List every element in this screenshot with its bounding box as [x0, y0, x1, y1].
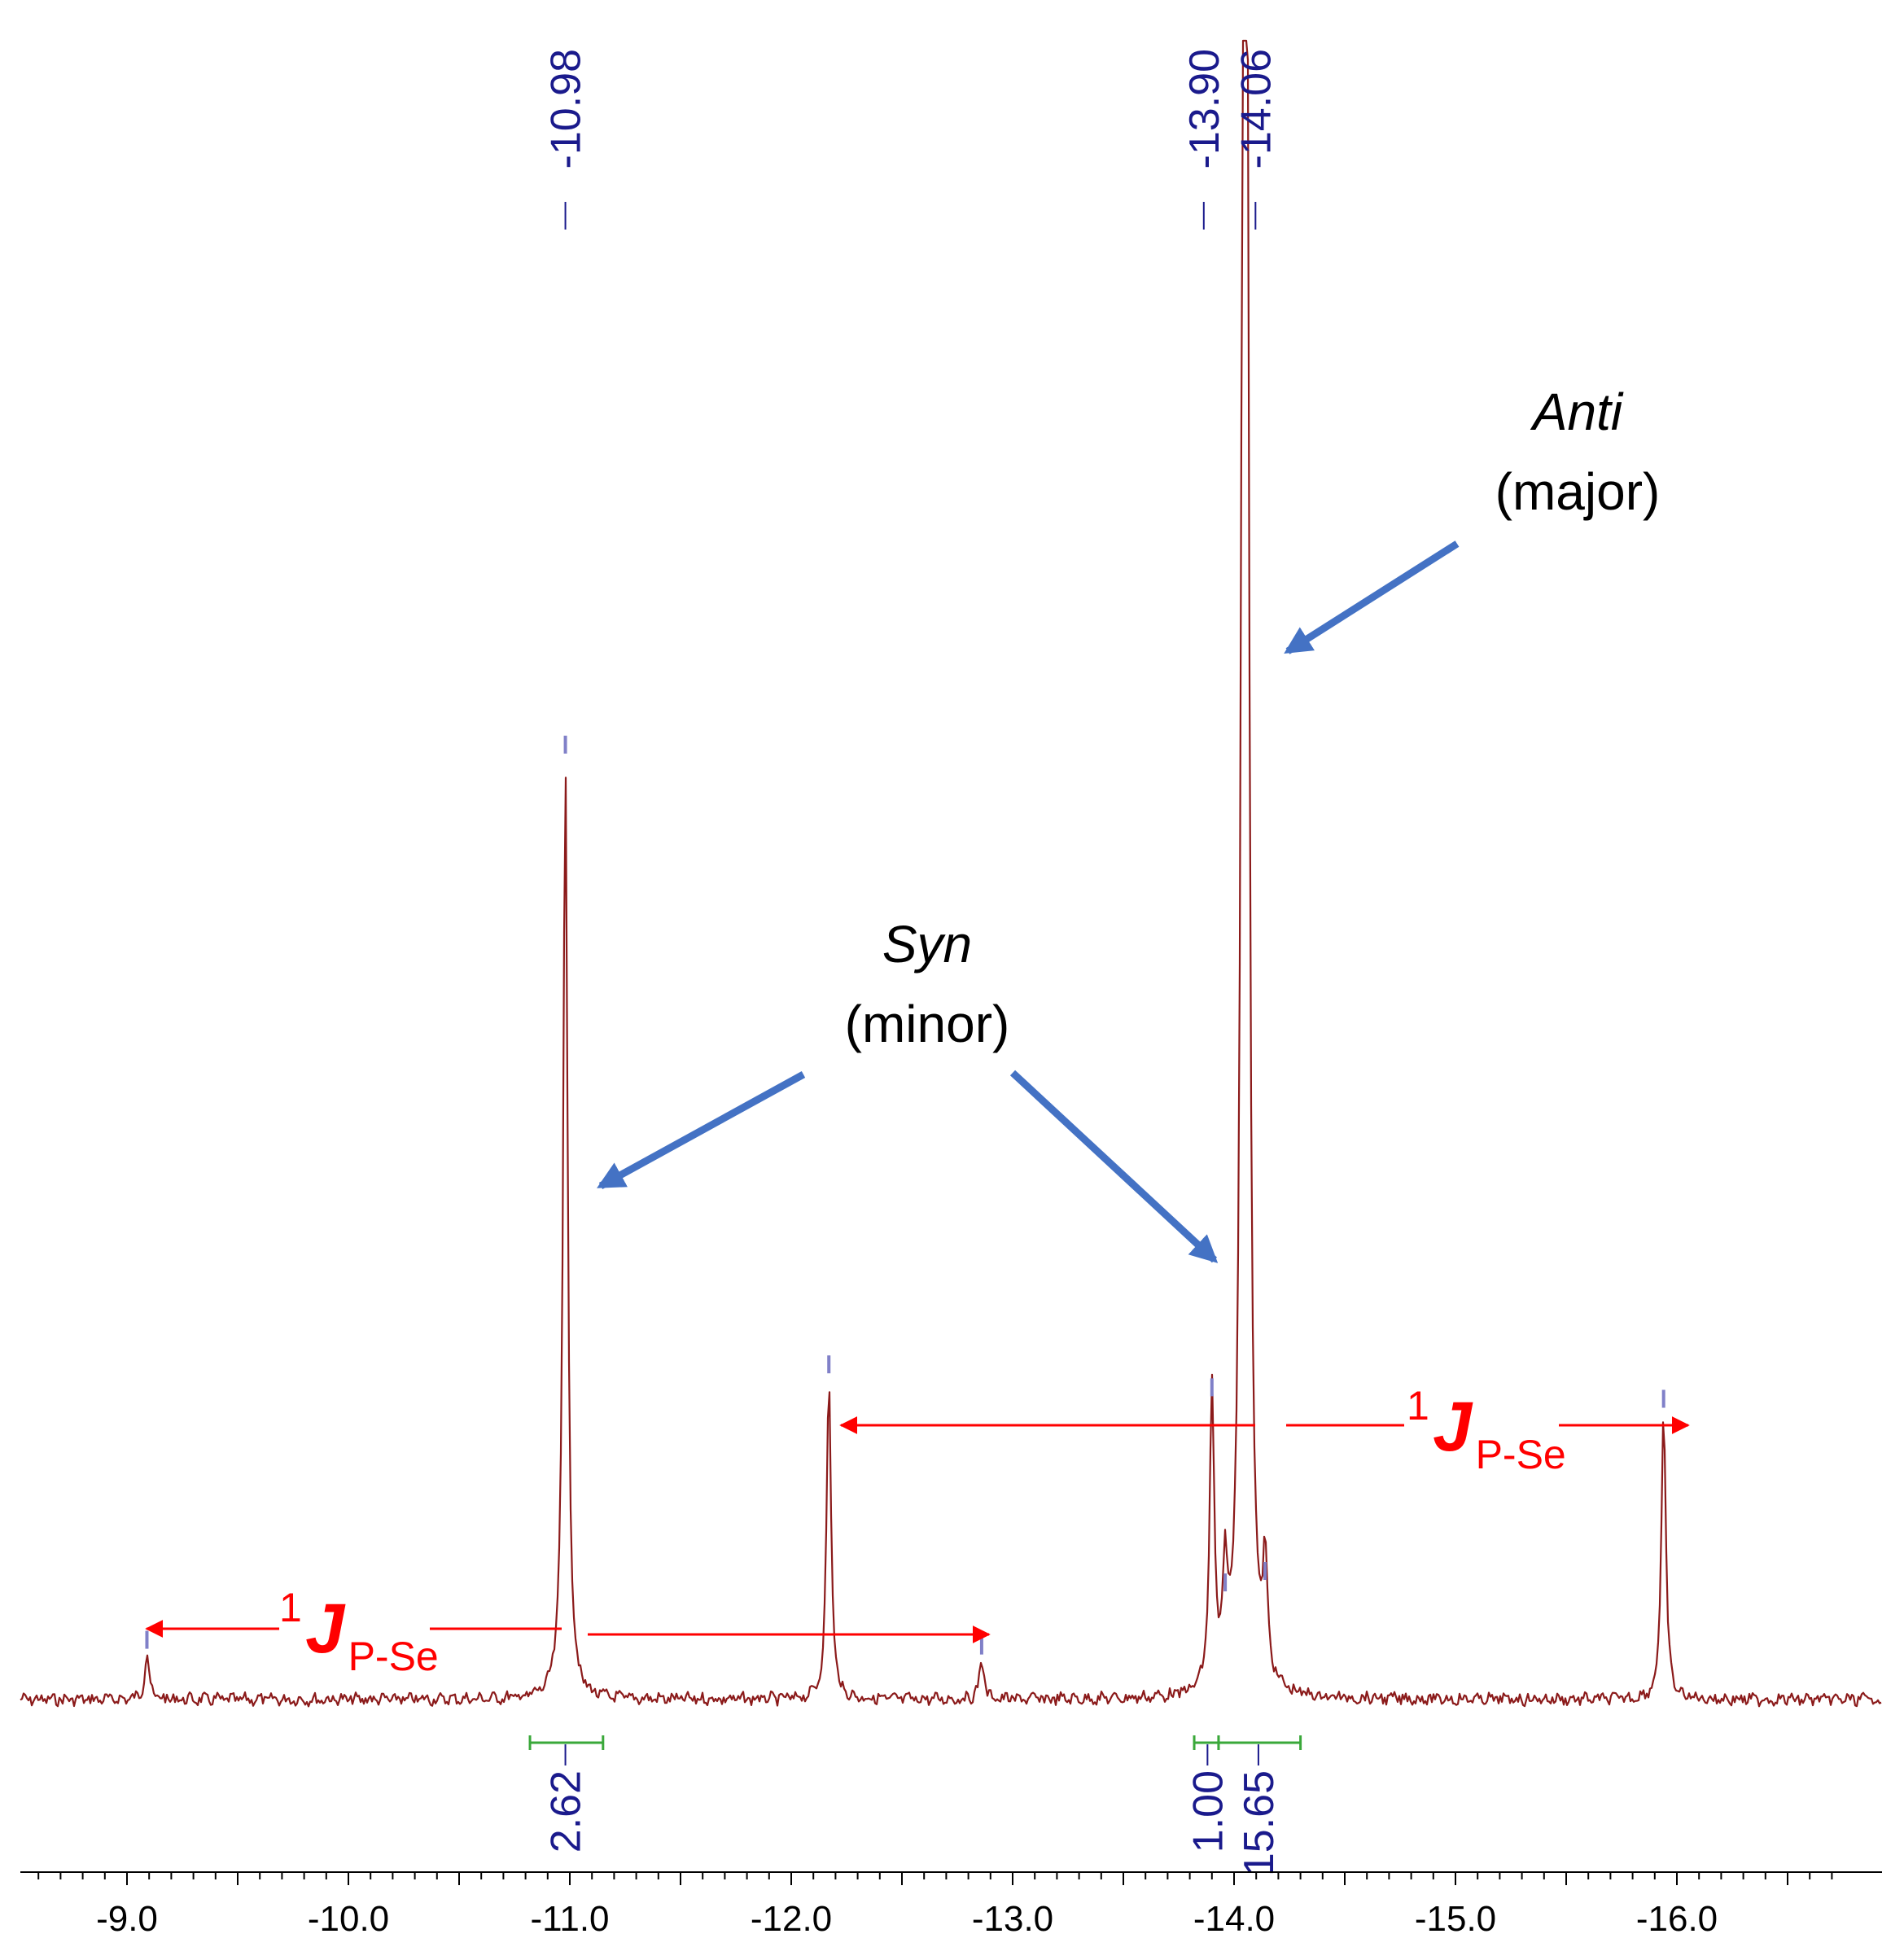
integral-value: 1.00 [1184, 1770, 1232, 1853]
syn-arrow-left [597, 1071, 806, 1189]
x-axis: -9.0 -10.0 -11.0 -12.0 -13.0 -14.0 -15.0 -16.0 [20, 1871, 1882, 1939]
coupling-syn-j: J [305, 1590, 346, 1668]
peak-label: -13.90 [1181, 49, 1228, 168]
coupling-anti-sup: 1 [1407, 1383, 1429, 1429]
integral-value: 15.65 [1236, 1770, 1283, 1876]
x-tick-label: -14.0 [1193, 1899, 1275, 1939]
peak-label: -14.06 [1232, 49, 1280, 168]
x-tick-label: -10.0 [308, 1899, 389, 1939]
integrals: 2.62 1.00 15.65 [528, 1735, 1302, 1876]
coupling-syn-sub: P-Se [348, 1634, 439, 1679]
x-tick-label: -12.0 [751, 1899, 832, 1939]
coupling-anti-label: 1 J P-Se [1407, 1383, 1566, 1477]
x-tick-label: -11.0 [530, 1899, 609, 1939]
integral-value: 2.62 [543, 1770, 590, 1853]
coupling-anti: 1 J P-Se [839, 1383, 1690, 1477]
syn-subtitle: (minor) [845, 995, 1010, 1053]
anti-title: Anti [1530, 383, 1624, 441]
syn-annotation: Syn (minor) [597, 915, 1219, 1263]
coupling-syn-sup: 1 [279, 1585, 302, 1630]
anti-annotation: Anti (major) [1284, 383, 1661, 654]
coupling-anti-j: J [1433, 1388, 1473, 1466]
coupling-syn: 1 J P-Se [145, 1585, 991, 1679]
x-tick-label: -9.0 [96, 1899, 158, 1939]
coupling-anti-sub: P-Se [1476, 1432, 1566, 1477]
syn-arrow-right [1009, 1070, 1219, 1263]
x-tick-label: -15.0 [1415, 1899, 1496, 1939]
spectrum-trace [20, 39, 1882, 1708]
x-tick-label: -16.0 [1636, 1899, 1718, 1939]
syn-title: Syn [882, 915, 972, 974]
peak-labels: -10.98 -13.90 -14.06 [145, 49, 1665, 1655]
anti-arrow [1284, 540, 1460, 654]
coupling-syn-label: 1 J P-Se [279, 1585, 439, 1679]
peak-label: -10.98 [543, 49, 590, 168]
anti-subtitle: (major) [1495, 462, 1661, 521]
x-tick-label: -13.0 [972, 1899, 1053, 1939]
